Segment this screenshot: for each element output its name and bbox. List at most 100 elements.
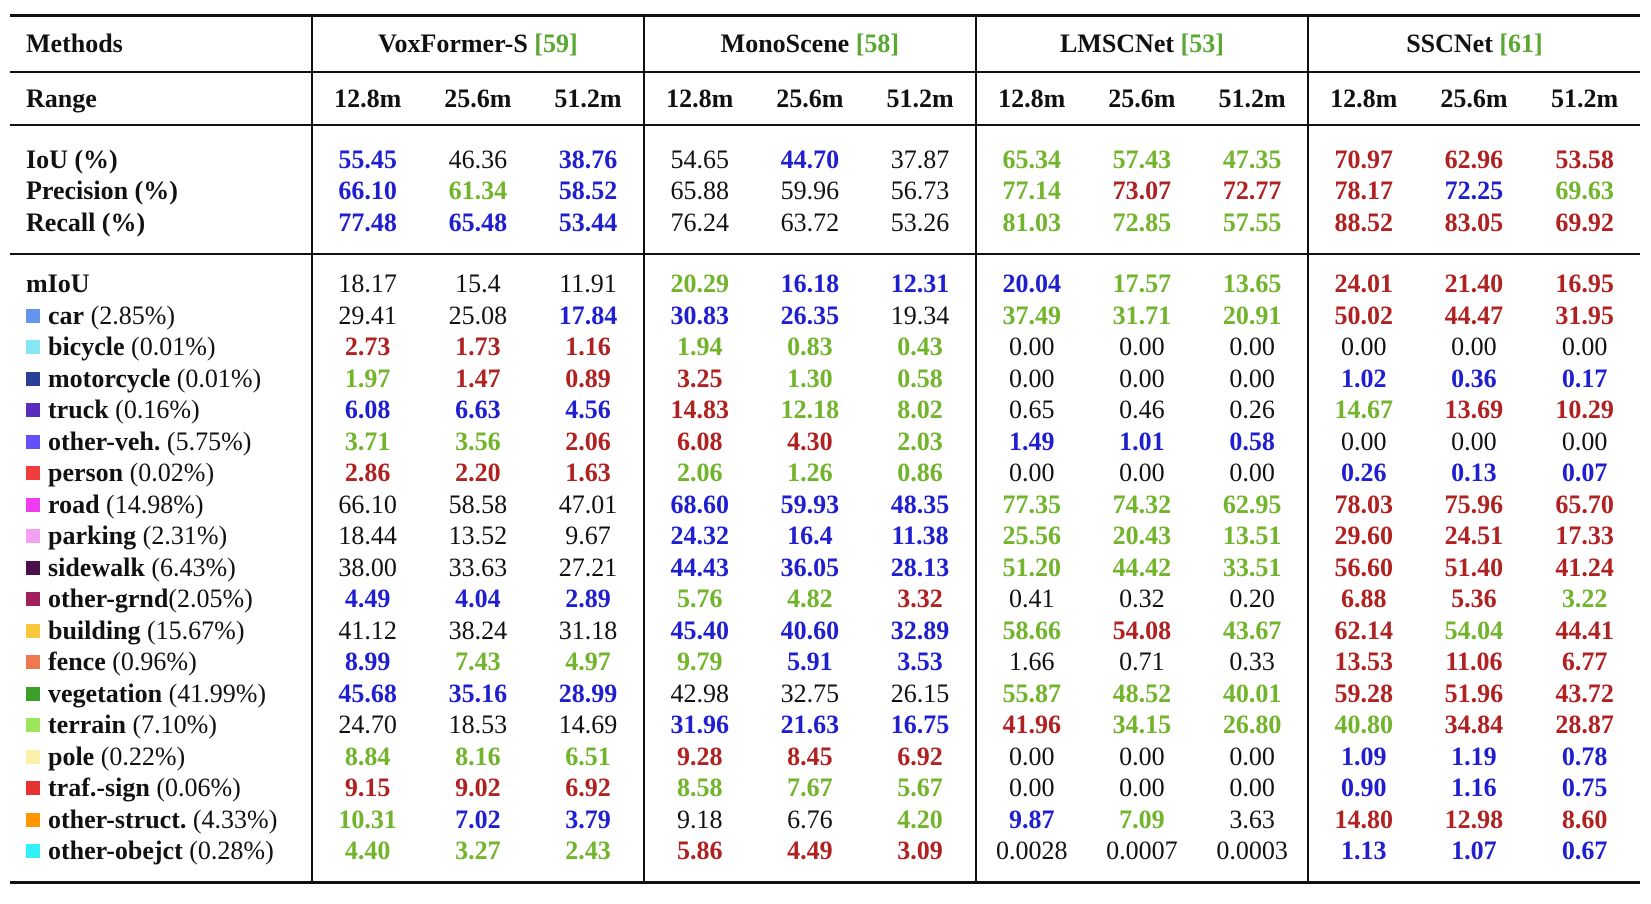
range-cell: 51.2m: [1197, 71, 1308, 125]
value-cell: 62.14: [1306, 615, 1419, 647]
value-cell: 3.25: [642, 363, 755, 395]
class-color-swatch: [26, 403, 40, 418]
miou-row: mIoU 18.17 15.4 11.91 20.29 16.18 12.31 20.04 17…: [10, 268, 1640, 300]
value-cell: 73.07: [1112, 176, 1172, 206]
class-row: vegetation (41.99%) 45.68 35.16 28.99 42.98 3…: [10, 678, 1640, 710]
class-label: parking (2.31%): [10, 521, 312, 553]
value-cell: 77.35: [974, 489, 1087, 521]
value-cell: 0.0028: [974, 835, 1087, 867]
class-name: truck: [48, 395, 109, 425]
value-cell: 1.13: [1306, 835, 1419, 867]
class-frequency: (2.31%): [136, 521, 228, 551]
value-cell: 2.86: [310, 457, 423, 489]
value-cell: 0.65: [974, 394, 1087, 426]
value-cell: 6.92: [897, 741, 943, 771]
value-cell: 1.16: [565, 332, 611, 362]
value-cell: 57.43: [1112, 144, 1172, 174]
value-cell: 51.96: [1444, 678, 1504, 708]
value-cell: 44.70: [780, 144, 840, 174]
value-cell: 9.28: [642, 741, 755, 773]
class-label: bicycle (0.01%): [10, 332, 312, 364]
spacer-cell: [1306, 238, 1419, 254]
value-cell: 66.10: [310, 175, 423, 207]
value-cell: 29.41: [310, 300, 423, 332]
value-cell: 63.72: [780, 207, 840, 237]
method-name: LMSCNet: [1059, 29, 1175, 58]
class-name: building: [48, 615, 141, 645]
spacer-cell: [310, 867, 423, 884]
method-header-monoscene: MonoScene [58]: [642, 14, 976, 72]
value-cell: 3.09: [897, 836, 943, 866]
value-cell: 58.58: [448, 489, 508, 519]
class-label: road (14.98%): [10, 489, 312, 521]
value-cell: 4.40: [310, 835, 423, 867]
value-cell: 9.79: [642, 646, 755, 678]
value-cell: 0.20: [1229, 584, 1275, 614]
value-cell: 8.16: [455, 741, 501, 771]
value-cell: 6.92: [565, 773, 611, 803]
value-cell: 44.42: [1112, 552, 1172, 582]
class-name: sidewalk: [48, 552, 145, 582]
class-frequency: (0.16%): [108, 395, 200, 425]
spacer-cell: [1418, 124, 1530, 144]
value-cell: 28.99: [558, 678, 618, 708]
value-cell: 20.29: [642, 268, 755, 300]
value-cell: 0.17: [1561, 363, 1608, 393]
value-cell: 1.01: [1119, 426, 1165, 456]
value-cell: 13.51: [1222, 521, 1282, 551]
value-cell: 3.27: [455, 836, 501, 866]
spacer-cell: [1419, 239, 1530, 254]
class-label: sidewalk (6.43%): [10, 552, 312, 584]
value-cell: 4.04: [455, 584, 501, 614]
value-cell: 40.60: [780, 615, 840, 645]
value-cell: 1.30: [787, 363, 833, 393]
value-cell: 5.67: [897, 773, 943, 803]
class-label: other-obejct (0.28%): [10, 836, 312, 868]
value-cell: 47.01: [558, 489, 618, 519]
value-cell: 16.75: [890, 710, 950, 740]
spacer-cell: [533, 252, 644, 269]
value-cell: 0.86: [897, 458, 943, 488]
value-cell: 25.56: [974, 520, 1087, 552]
range-cell: 12.8m: [310, 71, 423, 125]
spacer-cell: [642, 124, 755, 144]
spacer-cell: [1418, 867, 1530, 884]
value-cell: 48.35: [890, 489, 950, 519]
class-row: parking (2.31%) 18.44 13.52 9.67 24.32 16.4 11…: [10, 520, 1640, 553]
class-row: other-veh. (5.75%) 3.71 3.56 2.06 6.08 4.30 2.…: [10, 426, 1640, 458]
value-cell: 0.00: [974, 363, 1087, 395]
class-frequency: (0.06%): [149, 773, 241, 803]
value-cell: 76.24: [642, 207, 755, 239]
spacer-cell: [974, 238, 1087, 254]
value-cell: 6.51: [565, 741, 611, 771]
value-cell: 17.57: [1112, 269, 1172, 299]
class-frequency: (0.01%): [124, 332, 216, 362]
value-cell: 48.52: [1112, 678, 1172, 708]
value-cell: 33.63: [448, 552, 508, 582]
value-cell: 5.76: [642, 583, 755, 615]
value-cell: 56.60: [1306, 552, 1419, 584]
spacer-cell: [974, 124, 1087, 144]
class-color-swatch: [26, 434, 40, 449]
value-cell: 72.25: [1444, 176, 1504, 206]
value-cell: 83.05: [1444, 207, 1504, 237]
value-cell: 18.53: [448, 710, 508, 740]
value-cell: 0.41: [974, 583, 1087, 615]
value-cell: 3.22: [1561, 584, 1608, 614]
value-cell: 0.00: [974, 772, 1087, 804]
class-label: pole (0.22%): [10, 741, 312, 773]
spacer-cell: [1197, 867, 1308, 884]
methods-header: Methods: [10, 14, 312, 72]
value-cell: 8.45: [787, 741, 833, 771]
value-cell: 2.89: [565, 584, 611, 614]
value-cell: 7.43: [455, 647, 501, 677]
range-cell: 51.2m: [865, 71, 976, 125]
value-cell: 78.17: [1306, 175, 1419, 207]
class-name: car: [48, 300, 85, 330]
value-cell: 38.76: [558, 144, 618, 174]
spacer-cell: [10, 239, 312, 254]
spacer-cell: [1529, 239, 1640, 254]
spacer-cell: [865, 252, 976, 269]
spacer-cell: [974, 867, 1087, 884]
value-cell: 59.28: [1306, 678, 1419, 710]
